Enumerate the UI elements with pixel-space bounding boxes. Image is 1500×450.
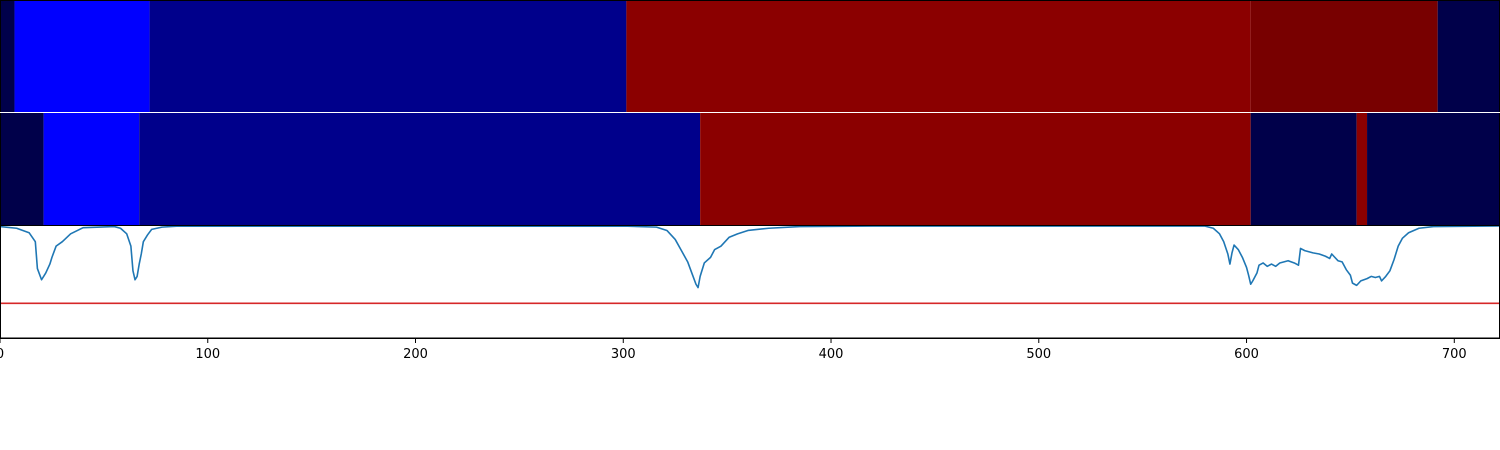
series-line (0, 225, 1500, 289)
x-tick-label: 200 (403, 347, 428, 362)
x-tick-label: 700 (1442, 347, 1467, 362)
segment-navy (1367, 113, 1500, 225)
segment-dark-red (1356, 113, 1368, 225)
x-tick-label: 500 (1026, 347, 1051, 362)
segment-navy (0, 1, 15, 112)
segment-dark-blue (149, 1, 627, 112)
segment-maroon (1250, 1, 1438, 112)
x-tick-label: 300 (611, 347, 636, 362)
segment-bright-blue (14, 1, 150, 112)
x-tick-label: 0 (0, 347, 4, 362)
x-tick-label: 600 (1234, 347, 1259, 362)
x-tick-label: 400 (819, 347, 844, 362)
line-track-background (0, 226, 1500, 338)
segment-dark-blue (139, 113, 701, 225)
segment-navy (0, 113, 44, 225)
segment-navy (1250, 113, 1357, 225)
segment-track-top (0, 1, 1500, 112)
segment-dark-red (626, 1, 1251, 112)
segment-navy (1437, 1, 1500, 112)
x-axis: 0 100 200 300 400 500 600 700 (0, 337, 1500, 362)
segment-track-middle (0, 113, 1500, 225)
line-track-panel (0, 225, 1500, 338)
segment-dark-red (700, 113, 1251, 225)
x-tick-label: 100 (195, 347, 220, 362)
segment-bright-blue (43, 113, 140, 225)
